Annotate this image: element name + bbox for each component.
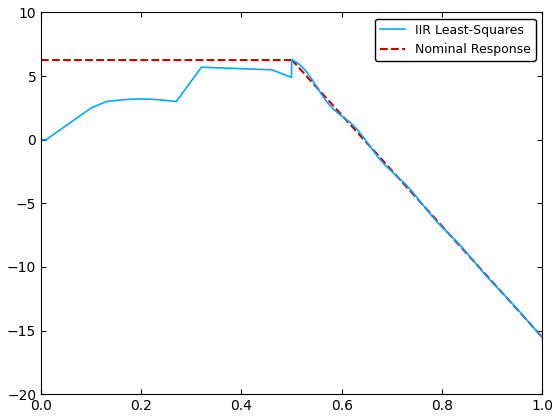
Line: IIR Least-Squares: IIR Least-Squares (41, 60, 542, 337)
Legend: IIR Least-Squares, Nominal Response: IIR Least-Squares, Nominal Response (375, 19, 536, 61)
IIR Least-Squares (38, 137, 44, 142)
Nominal Response (38, 57, 44, 62)
IIR Least-Squares (124, 97, 131, 102)
IIR Least-Squares (475, 264, 482, 269)
IIR Least-Squares (230, 66, 236, 71)
IIR Least-Squares (529, 324, 536, 329)
IIR Least-Squares (288, 57, 295, 62)
Nominal Response (288, 57, 295, 62)
IIR Least-Squares (95, 102, 101, 108)
IIR Least-Squares (539, 335, 545, 340)
IIR Least-Squares (251, 67, 258, 72)
